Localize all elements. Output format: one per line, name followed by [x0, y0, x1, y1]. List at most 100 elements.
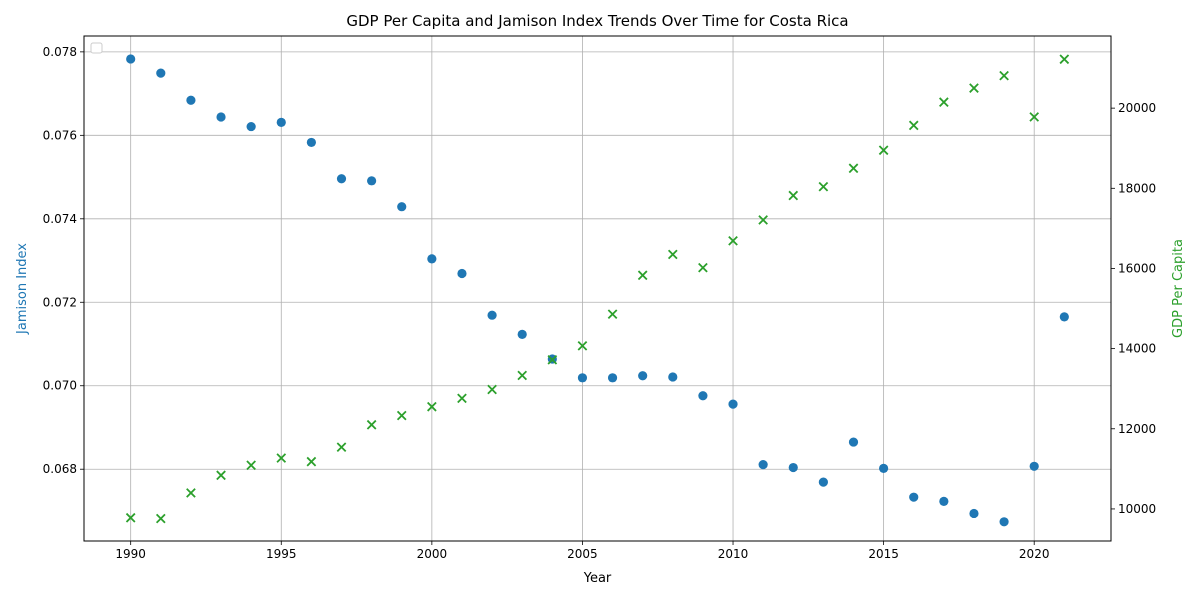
gdp-marker-stroke — [1029, 112, 1040, 122]
gdp-marker-stroke — [999, 70, 1009, 81]
gdp-per-capita-point — [1029, 112, 1040, 122]
gdp-marker-stroke — [276, 453, 287, 463]
gdp-per-capita-point — [246, 460, 256, 471]
gdp-marker-stroke — [577, 340, 588, 351]
jamison-index-point — [607, 373, 618, 383]
legend-box — [90, 42, 103, 54]
x-axis-label: Year — [583, 571, 612, 586]
y-right-tick-label: 20000 — [1118, 101, 1156, 115]
jamison-index-point — [577, 373, 588, 383]
x-tick-label: 1995 — [266, 547, 297, 561]
gdp-marker-stroke — [878, 145, 889, 156]
jamison-index-point — [818, 477, 828, 487]
jamison-index-point — [457, 268, 467, 279]
x-tick-label: 2010 — [718, 547, 749, 561]
gdp-marker-stroke — [939, 97, 949, 107]
y-right-tick-label: 18000 — [1118, 181, 1156, 195]
jamison-index-point — [156, 68, 166, 78]
gdp-per-capita-point — [1059, 54, 1070, 65]
y-left-tick-label: 0.070 — [43, 379, 77, 393]
jamison-index-point — [848, 437, 859, 447]
y-left-tick-label: 0.074 — [43, 212, 77, 226]
gdp-per-capita-point — [728, 235, 738, 246]
gdp-marker-stroke — [517, 370, 528, 381]
gdp-per-capita-point — [788, 190, 799, 201]
gdp-per-capita-point — [939, 97, 949, 107]
jamison-index-point — [427, 254, 437, 264]
jamison-index-point — [246, 121, 256, 132]
x-tick-label: 2015 — [868, 547, 899, 561]
y-right-tick-label: 12000 — [1118, 422, 1156, 436]
gdp-marker-stroke — [698, 262, 708, 273]
jamison-index-point — [1029, 461, 1039, 471]
gdp-per-capita-point — [366, 419, 377, 430]
gdp-marker-stroke — [607, 309, 618, 319]
gdp-per-capita-point — [396, 410, 407, 421]
gdp-per-capita-point — [577, 340, 588, 351]
gdp-per-capita-point — [969, 83, 979, 93]
gdp-per-capita-point — [878, 145, 889, 156]
gdp-per-capita-point — [999, 70, 1009, 81]
gdp-marker-stroke — [186, 488, 196, 498]
grid — [84, 36, 1111, 541]
gdp-marker-stroke — [547, 355, 558, 365]
gdp-per-capita-point — [336, 442, 347, 453]
x-tick-label: 1990 — [115, 547, 146, 561]
gdp-marker-stroke — [818, 181, 829, 192]
gdp-marker-stroke — [1059, 54, 1070, 65]
gdp-per-capita-point — [427, 401, 437, 412]
jamison-index-point — [1059, 312, 1069, 322]
jamison-index-point — [758, 460, 768, 470]
y-left-tick-label: 0.068 — [43, 462, 77, 476]
gdp-per-capita-point — [758, 215, 768, 225]
y-left-tick-label: 0.078 — [43, 45, 77, 59]
x-tick-label: 2000 — [417, 547, 448, 561]
y-right-tick-label: 16000 — [1118, 261, 1156, 275]
gdp-per-capita-point — [216, 470, 226, 481]
gdp-marker-stroke — [336, 442, 347, 453]
jamison-index-point — [638, 371, 648, 381]
gdp-per-capita-point — [155, 513, 166, 524]
gdp-marker-stroke — [758, 215, 768, 225]
gdp-per-capita-point — [457, 393, 467, 404]
gdp-per-capita-point — [818, 181, 829, 192]
gdp-per-capita-point — [125, 512, 136, 523]
gdp-marker-stroke — [366, 419, 377, 430]
gdp-marker-stroke — [667, 249, 678, 260]
jamison-index-point — [367, 176, 377, 186]
jamison-index-point — [306, 137, 316, 148]
jamison-index-point — [728, 399, 738, 409]
jamison-index-point — [668, 372, 678, 382]
gdp-marker-stroke — [125, 512, 136, 523]
jamison-index-point — [999, 517, 1009, 527]
jamison-index-point — [879, 463, 889, 473]
jamison-index-point — [336, 174, 347, 184]
gdp-marker-stroke — [306, 456, 317, 467]
gdp-per-capita-point — [908, 120, 919, 131]
jamison-index-point — [517, 329, 527, 340]
gdp-per-capita-point — [487, 384, 497, 395]
gdp-per-capita-point — [848, 163, 859, 174]
jamison-index-point — [939, 496, 949, 506]
x-tick-label: 2005 — [567, 547, 598, 561]
gdp-marker-stroke — [216, 470, 226, 481]
gdp-marker-stroke — [155, 513, 166, 524]
jamison-index-point — [788, 462, 798, 473]
jamison-index-point — [186, 95, 196, 105]
data-marks — [125, 54, 1070, 527]
y-axis-right-label: GDP Per Capita — [1171, 239, 1186, 338]
gdp-per-capita-point — [637, 270, 648, 281]
gdp-per-capita-point — [186, 488, 196, 498]
gdp-per-capita-point — [547, 355, 558, 365]
y-axis-left-label: Jamison Index — [15, 243, 30, 335]
x-tick-label: 2020 — [1019, 547, 1050, 561]
jamison-index-point — [487, 310, 497, 320]
gdp-per-capita-point — [517, 370, 528, 381]
gdp-marker-stroke — [848, 163, 859, 174]
gdp-marker-stroke — [427, 401, 437, 412]
y-left-tick-label: 0.072 — [43, 295, 77, 309]
gdp-marker-stroke — [457, 393, 467, 404]
gdp-per-capita-point — [667, 249, 678, 260]
jamison-index-point — [276, 117, 286, 127]
